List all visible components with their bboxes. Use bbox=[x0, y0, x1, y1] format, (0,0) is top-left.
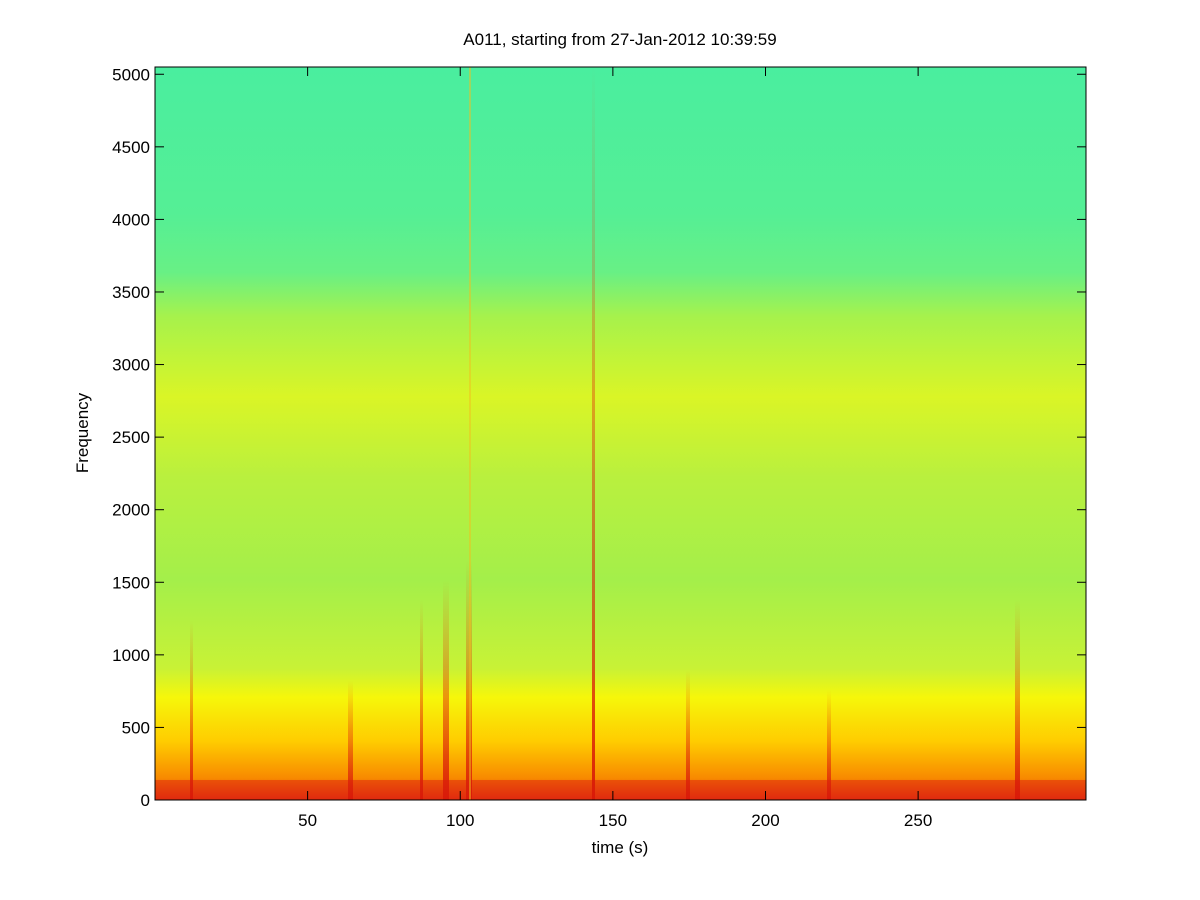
y-tick-label: 5000 bbox=[112, 65, 150, 84]
x-tick-label: 150 bbox=[599, 811, 627, 830]
spectrogram-image bbox=[155, 67, 1086, 800]
x-axis-label: time (s) bbox=[592, 838, 649, 857]
y-tick-label: 4000 bbox=[112, 210, 150, 229]
y-tick-label: 500 bbox=[122, 718, 150, 737]
x-tick-label: 100 bbox=[446, 811, 474, 830]
y-tick-label: 2000 bbox=[112, 501, 150, 520]
chart-title: A011, starting from 27-Jan-2012 10:39:59 bbox=[463, 30, 776, 49]
y-tick-label: 2500 bbox=[112, 428, 150, 447]
x-tick-label: 250 bbox=[904, 811, 932, 830]
x-tick-label: 200 bbox=[751, 811, 779, 830]
plot-frame bbox=[154, 66, 1087, 801]
spectrogram-streaks bbox=[155, 67, 1086, 800]
x-tick-label: 50 bbox=[298, 811, 317, 830]
y-tick-label: 4500 bbox=[112, 138, 150, 157]
y-tick-label: 0 bbox=[141, 791, 150, 810]
y-axis-label: Frequency bbox=[73, 392, 92, 473]
y-tick-label: 3500 bbox=[112, 283, 150, 302]
y-tick-label: 1000 bbox=[112, 646, 150, 665]
y-tick-label: 3000 bbox=[112, 356, 150, 375]
y-tick-label: 1500 bbox=[112, 573, 150, 592]
